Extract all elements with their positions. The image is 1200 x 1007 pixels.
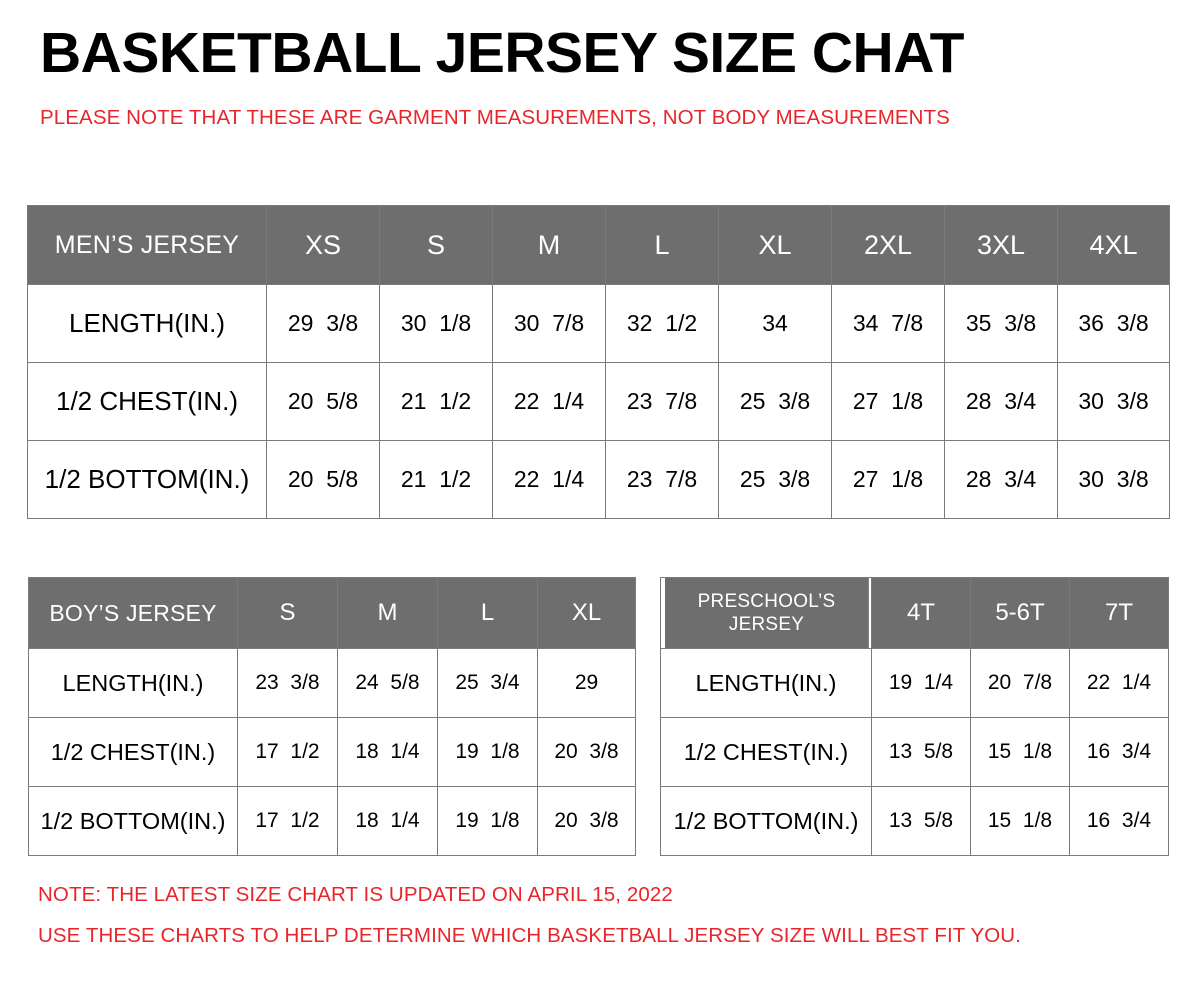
- cell-bottom-2xl: 27 1/8: [831, 440, 945, 519]
- cell-bottom-m: 22 1/4: [492, 440, 606, 519]
- cell-chest-xl: 25 3/8: [718, 362, 832, 441]
- cell-preschool-length-5-6t: 20 7/8: [970, 648, 1070, 718]
- cell-preschool-bottom-5-6t: 15 1/8: [970, 786, 1070, 856]
- table-row: LENGTH(IN.) 19 1/4 20 7/8 22 1/4: [660, 648, 1169, 718]
- cell-preschool-chest-4t: 13 5/8: [871, 717, 971, 787]
- preschool-table-corner-label: PRESCHOOL’S JERSEY: [663, 577, 869, 649]
- cell-boys-length-s: 23 3/8: [237, 648, 338, 718]
- table-row: 1/2 CHEST(IN.) 20 5/8 21 1/2 22 1/4 23 7…: [27, 362, 1170, 441]
- boys-jersey-size-table: BOY’S JERSEY S M L XL LENGTH(IN.) 23 3/8…: [28, 577, 636, 856]
- cell-boys-length-xl: 29: [537, 648, 636, 718]
- cell-length-xs: 29 3/8: [266, 284, 380, 363]
- column-header-xl: XL: [718, 205, 832, 285]
- table-row: 1/2 BOTTOM(IN.) 17 1/2 18 1/4 19 1/8 20 …: [28, 786, 636, 856]
- table-row: 1/2 CHEST(IN.) 13 5/8 15 1/8 16 3/4: [660, 717, 1169, 787]
- cell-boys-chest-s: 17 1/2: [237, 717, 338, 787]
- row-label-length: LENGTH(IN.): [27, 284, 267, 363]
- column-header-5-6t: 5-6T: [970, 577, 1070, 649]
- cell-bottom-s: 21 1/2: [379, 440, 493, 519]
- column-header-3xl: 3XL: [944, 205, 1058, 285]
- row-label-boys-length: LENGTH(IN.): [28, 648, 238, 718]
- cell-chest-2xl: 27 1/8: [831, 362, 945, 441]
- cell-boys-chest-l: 19 1/8: [437, 717, 538, 787]
- column-header-m: M: [492, 205, 606, 285]
- cell-length-m: 30 7/8: [492, 284, 606, 363]
- cell-bottom-xs: 20 5/8: [266, 440, 380, 519]
- cell-preschool-length-7t: 22 1/4: [1069, 648, 1169, 718]
- cell-bottom-4xl: 30 3/8: [1057, 440, 1170, 519]
- table-row: LENGTH(IN.) 29 3/8 30 1/8 30 7/8 32 1/2 …: [27, 284, 1170, 363]
- column-header-l: L: [605, 205, 719, 285]
- cell-boys-bottom-l: 19 1/8: [437, 786, 538, 856]
- footnote-usage-hint: USE THESE CHARTS TO HELP DETERMINE WHICH…: [38, 923, 1021, 947]
- column-header-4t: 4T: [871, 577, 971, 649]
- table-row: 1/2 CHEST(IN.) 17 1/2 18 1/4 19 1/8 20 3…: [28, 717, 636, 787]
- row-label-preschool-length: LENGTH(IN.): [660, 648, 872, 718]
- table-row: LENGTH(IN.) 23 3/8 24 5/8 25 3/4 29: [28, 648, 636, 718]
- cell-bottom-xl: 25 3/8: [718, 440, 832, 519]
- cell-boys-bottom-m: 18 1/4: [337, 786, 438, 856]
- column-header-boys-m: M: [337, 577, 438, 649]
- cell-length-3xl: 35 3/8: [944, 284, 1058, 363]
- cell-chest-s: 21 1/2: [379, 362, 493, 441]
- boys-table-corner-label: BOY’S JERSEY: [28, 577, 238, 649]
- cell-length-xl: 34: [718, 284, 832, 363]
- cell-preschool-bottom-7t: 16 3/4: [1069, 786, 1169, 856]
- cell-preschool-length-4t: 19 1/4: [871, 648, 971, 718]
- cell-length-s: 30 1/8: [379, 284, 493, 363]
- page-title: BASKETBALL JERSEY SIZE CHAT: [40, 21, 964, 85]
- cell-length-4xl: 36 3/8: [1057, 284, 1170, 363]
- cell-boys-chest-m: 18 1/4: [337, 717, 438, 787]
- column-header-boys-l: L: [437, 577, 538, 649]
- preschool-jersey-size-table: PRESCHOOL’S JERSEY 4T 5-6T 7T LENGTH(IN.…: [660, 577, 1169, 856]
- column-header-xs: XS: [266, 205, 380, 285]
- cell-chest-m: 22 1/4: [492, 362, 606, 441]
- cell-bottom-l: 23 7/8: [605, 440, 719, 519]
- cell-boys-bottom-xl: 20 3/8: [537, 786, 636, 856]
- cell-boys-length-m: 24 5/8: [337, 648, 438, 718]
- row-label-half-chest: 1/2 CHEST(IN.): [27, 362, 267, 441]
- cell-preschool-bottom-4t: 13 5/8: [871, 786, 971, 856]
- table-header-row: PRESCHOOL’S JERSEY 4T 5-6T 7T: [661, 577, 1169, 649]
- column-header-2xl: 2XL: [831, 205, 945, 285]
- column-header-boys-xl: XL: [537, 577, 636, 649]
- cell-chest-3xl: 28 3/4: [944, 362, 1058, 441]
- mens-jersey-size-table: MEN’S JERSEY XS S M L XL 2XL 3XL 4XL LEN…: [27, 205, 1170, 519]
- cell-length-l: 32 1/2: [605, 284, 719, 363]
- table-row: 1/2 BOTTOM(IN.) 20 5/8 21 1/2 22 1/4 23 …: [27, 440, 1170, 519]
- cell-length-2xl: 34 7/8: [831, 284, 945, 363]
- table-header-row: MEN’S JERSEY XS S M L XL 2XL 3XL 4XL: [27, 205, 1170, 285]
- table-row: 1/2 BOTTOM(IN.) 13 5/8 15 1/8 16 3/4: [660, 786, 1169, 856]
- table-header-row: BOY’S JERSEY S M L XL: [28, 577, 636, 649]
- column-header-boys-s: S: [237, 577, 338, 649]
- cell-chest-4xl: 30 3/8: [1057, 362, 1170, 441]
- cell-chest-l: 23 7/8: [605, 362, 719, 441]
- row-label-boys-half-chest: 1/2 CHEST(IN.): [28, 717, 238, 787]
- cell-bottom-3xl: 28 3/4: [944, 440, 1058, 519]
- cell-boys-length-l: 25 3/4: [437, 648, 538, 718]
- row-label-boys-half-bottom: 1/2 BOTTOM(IN.): [28, 786, 238, 856]
- cell-boys-bottom-s: 17 1/2: [237, 786, 338, 856]
- column-header-s: S: [379, 205, 493, 285]
- cell-preschool-chest-5-6t: 15 1/8: [970, 717, 1070, 787]
- mens-table-corner-label: MEN’S JERSEY: [27, 205, 267, 285]
- row-label-preschool-half-bottom: 1/2 BOTTOM(IN.): [660, 786, 872, 856]
- footnote-update-date: NOTE: THE LATEST SIZE CHART IS UPDATED O…: [38, 883, 673, 906]
- cell-boys-chest-xl: 20 3/8: [537, 717, 636, 787]
- column-header-7t: 7T: [1069, 577, 1169, 649]
- garment-measurement-note: PLEASE NOTE THAT THESE ARE GARMENT MEASU…: [40, 106, 950, 129]
- cell-preschool-chest-7t: 16 3/4: [1069, 717, 1169, 787]
- cell-chest-xs: 20 5/8: [266, 362, 380, 441]
- row-label-preschool-half-chest: 1/2 CHEST(IN.): [660, 717, 872, 787]
- footer-notes: NOTE: THE LATEST SIZE CHART IS UPDATED O…: [38, 883, 1138, 966]
- column-header-4xl: 4XL: [1057, 205, 1170, 285]
- row-label-half-bottom: 1/2 BOTTOM(IN.): [27, 440, 267, 519]
